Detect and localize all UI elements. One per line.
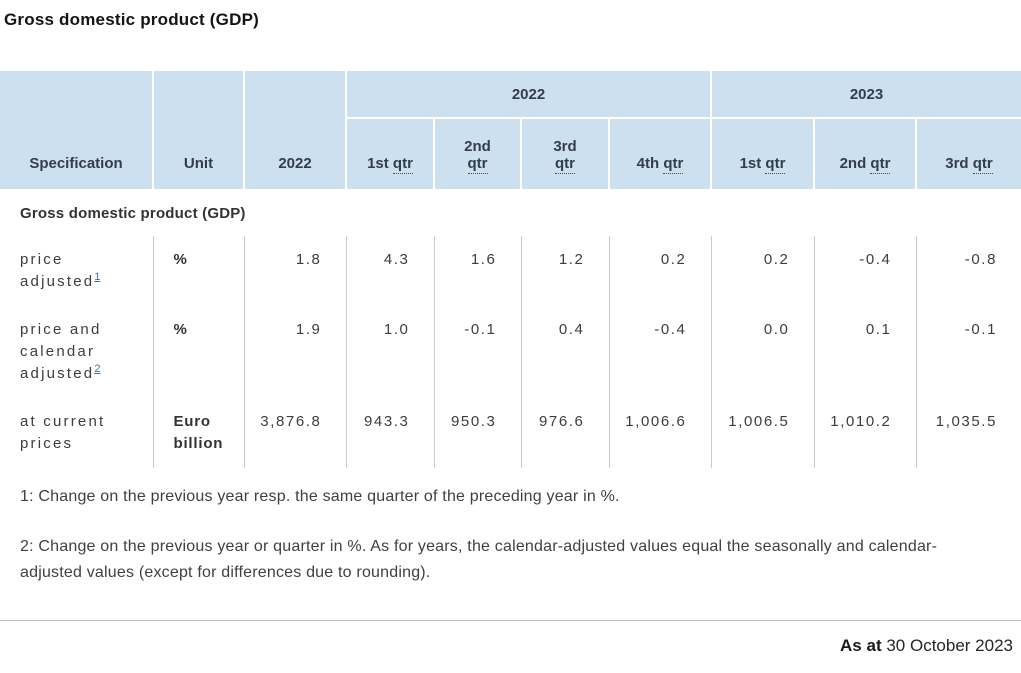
value-cell: 943.3 [345, 398, 434, 468]
divider-rule [0, 620, 1021, 621]
value-cell: 1.9 [243, 306, 346, 398]
value-cell: 0.2 [710, 236, 814, 306]
as-at-line: As at 30 October 2023 [0, 636, 1013, 656]
value-cell: 1.6 [433, 236, 521, 306]
qtr-prefix: 3rd [945, 155, 969, 172]
footnote-1: 1: Change on the previous year resp. the… [20, 488, 620, 505]
gdp-table: Specification Unit 2022 2022 2023 1st qt… [0, 71, 1021, 468]
col-header-2023-q1: 1st qtr [710, 118, 814, 189]
row-label: price adjusted1 [0, 236, 153, 306]
col-group-2022: 2022 [345, 71, 711, 119]
unit-cell: % [152, 306, 244, 398]
qtr-abbr: qtr [972, 155, 993, 174]
col-header-2023-q3: 3rd qtr [914, 118, 1021, 189]
unit-cell: Euro billion [152, 398, 244, 468]
table-header: Specification Unit 2022 2022 2023 1st qt… [0, 71, 1021, 189]
row-label: at current prices [0, 398, 153, 468]
qtr-abbr: qtr [870, 155, 891, 174]
col-header-specification: Specification [0, 71, 153, 189]
value-cell: 0.1 [813, 306, 916, 398]
value-cell: 1.2 [520, 236, 609, 306]
table-row-price-calendar-adjusted: price and calendar adjusted2 % 1.9 1.0 -… [0, 306, 1021, 398]
footnote-link-1[interactable]: 1 [94, 271, 101, 283]
qtr-abbr: qtr [467, 155, 488, 174]
as-at-label: As at [840, 636, 882, 655]
col-header-2022-q4: 4th qtr [608, 118, 711, 189]
row-label-text: price and calendar adjusted [20, 321, 102, 382]
row-label-text: at current prices [20, 413, 106, 452]
qtr-prefix: 1st [739, 155, 762, 172]
qtr-abbr: qtr [555, 155, 575, 174]
value-cell: -0.4 [813, 236, 916, 306]
table-row-price-adjusted: price adjusted1 % 1.8 4.3 1.6 1.2 0.2 0.… [0, 236, 1021, 306]
value-cell: 0.4 [520, 306, 609, 398]
section-label: Gross domestic product (GDP) [20, 205, 246, 222]
row-label: price and calendar adjusted2 [0, 306, 153, 398]
col-header-2023-q2: 2nd qtr [813, 118, 916, 189]
qtr-prefix: 3rd [553, 138, 577, 155]
qtr-prefix: 4th [636, 155, 660, 172]
unit-cell: % [152, 236, 244, 306]
qtr-prefix: 2nd [464, 138, 491, 155]
qtr-abbr: qtr [663, 155, 684, 174]
value-cell: 0.2 [608, 236, 711, 306]
value-cell: 1.0 [345, 306, 434, 398]
table-section-row: Gross domestic product (GDP) [0, 189, 1021, 236]
col-header-year-2022-total: 2022 [243, 71, 346, 189]
value-cell: 976.6 [520, 398, 609, 468]
value-cell: 1,010.2 [813, 398, 916, 468]
footnote-link-2[interactable]: 2 [94, 363, 101, 375]
footnote-marker: 2 [94, 361, 100, 375]
col-header-2022-q1: 1st qtr [345, 118, 434, 189]
col-header-2022-q3: 3rd qtr [520, 118, 609, 189]
table-row-current-prices: at current prices Euro billion 3,876.8 9… [0, 398, 1021, 468]
qtr-prefix: 1st [367, 155, 389, 172]
value-cell: -0.1 [915, 306, 1021, 398]
value-cell: 1.8 [243, 236, 346, 306]
value-cell: 1,035.5 [915, 398, 1021, 468]
row-label-text: price adjusted [20, 251, 95, 290]
footnote-2: 2: Change on the previous year or quarte… [20, 538, 938, 581]
qtr-abbr: qtr [392, 155, 413, 174]
value-cell: -0.4 [608, 306, 711, 398]
col-header-unit: Unit [152, 71, 244, 189]
qtr-abbr: qtr [765, 155, 786, 174]
footnote-marker: 1 [94, 269, 100, 283]
col-header-2022-q2: 2nd qtr [433, 118, 521, 189]
value-cell: -0.8 [915, 236, 1021, 306]
col-group-2023: 2023 [709, 71, 1021, 119]
as-at-date: 30 October 2023 [886, 636, 1013, 655]
qtr-prefix: 2nd [839, 155, 867, 172]
value-cell: 1,006.6 [608, 398, 711, 468]
value-cell: -0.1 [433, 306, 521, 398]
value-cell: 950.3 [433, 398, 521, 468]
value-cell: 0.0 [710, 306, 814, 398]
value-cell: 1,006.5 [710, 398, 814, 468]
value-cell: 4.3 [345, 236, 434, 306]
value-cell: 3,876.8 [243, 398, 346, 468]
page-title: Gross domestic product (GDP) [4, 10, 259, 29]
